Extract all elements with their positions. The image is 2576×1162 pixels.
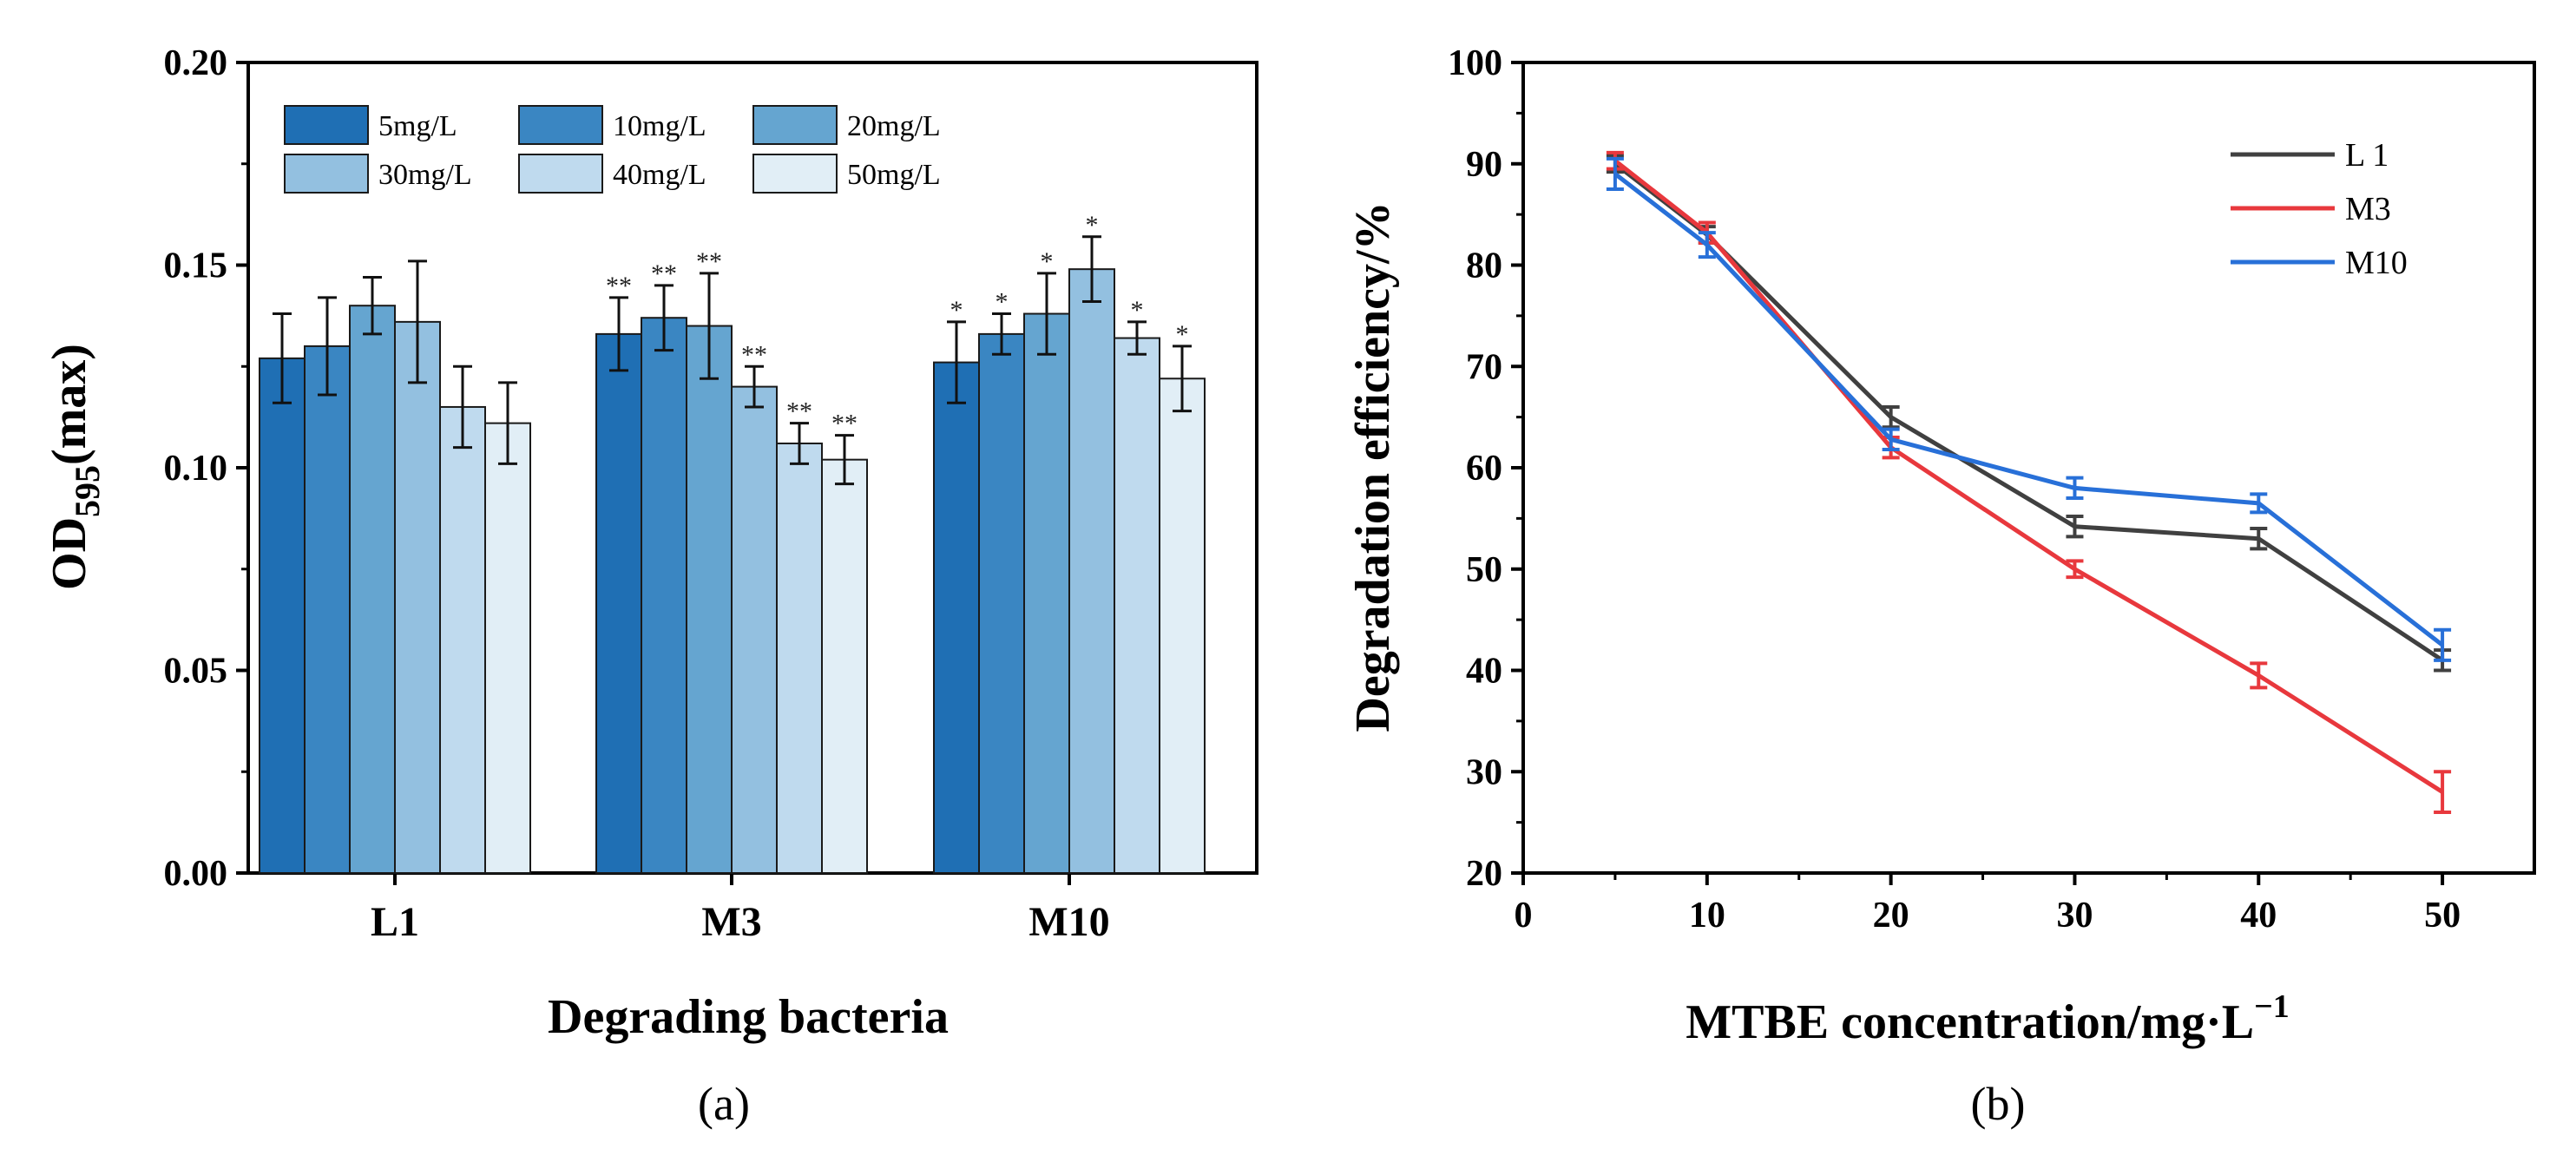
panel-a-x-axis-title: Degrading bacteria [548,990,949,1044]
bar [686,325,733,874]
panel-b-series [1606,150,2452,814]
legend-label: 10mg/L [613,110,706,142]
x-tick-label: M10 [1028,899,1109,945]
bar [776,442,823,874]
panel-b-frame [1521,61,2536,875]
panel-b-y-axis-title: Degradation efficiency/% [1346,201,1400,732]
bar [731,385,778,875]
panel-b-axes: 20 30 40 50 60 70 80 90 100 0 10 20 30 40 50 [1448,43,2536,936]
bar [641,317,687,874]
panel-a-bars: ** ** ****** *** ***** [259,211,1206,875]
legend-swatch [752,154,838,194]
significance-mark: ** [831,410,858,438]
x-tick-label: 0 [1515,896,1533,936]
y-tick-label: 70 [1466,347,1502,387]
legend-label: L 1 [2345,137,2389,174]
bar [484,422,531,874]
bar [304,345,351,874]
legend-swatch [284,105,369,145]
legend-label: 5mg/L [378,110,457,142]
significance-mark: * [1041,247,1054,276]
significance-mark: ** [741,340,767,369]
legend-swatch [518,154,603,194]
bar [1159,377,1206,874]
panel-b-x-axis-title: MTBE concentration/mg·L−1 [1686,988,2290,1049]
y-tick-label: 30 [1466,752,1502,792]
bar [439,405,486,874]
panel-b-legend: L 1 M3 M10 [2231,137,2408,281]
series-line [1613,159,2444,794]
significance-mark: ** [696,247,722,276]
y-tick-label: 0.05 [164,652,228,692]
bar [933,361,980,874]
legend-label: M3 [2345,191,2391,227]
x-tick-label: 10 [1689,896,1725,936]
series-line [1613,172,2444,647]
y-tick-label: 90 [1466,145,1502,185]
bar [821,458,868,874]
significance-mark: * [1131,296,1144,325]
legend-label: M10 [2345,245,2408,281]
legend-swatch [752,105,838,145]
y-tick-label: 20 [1466,854,1502,894]
x-tick-label: 30 [2056,896,2093,936]
legend-label: 40mg/L [613,159,706,191]
bar [1068,268,1115,875]
panel-a-y-axis-title: OD595(max) [43,344,107,590]
y-tick-label: 0.20 [164,43,228,83]
legend-swatch [284,154,369,194]
y-tick-label: 0.15 [164,246,228,286]
bar [1114,337,1160,874]
x-tick-label: L1 [371,899,419,945]
x-tick-label: M3 [701,899,761,945]
bar [978,332,1025,874]
y-tick-label: 100 [1448,43,1502,83]
y-tick-label: 40 [1466,652,1502,692]
bar [349,305,396,874]
panel-b-label: (b) [1971,1078,2026,1130]
significance-mark: ** [651,259,677,288]
x-tick-label: 50 [2424,896,2461,936]
significance-mark: * [950,296,963,325]
significance-mark: ** [606,272,632,300]
bar [595,332,642,874]
panel-a-label: (a) [698,1078,750,1130]
legend-swatch [518,105,603,145]
legend-label: 20mg/L [847,110,941,142]
legend-label: 50mg/L [847,159,941,191]
y-tick-label: 80 [1466,246,1502,286]
y-tick-label: 50 [1466,550,1502,590]
significance-mark: * [996,288,1009,317]
bar [259,357,306,875]
legend-label: 30mg/L [378,159,472,191]
y-tick-label: 60 [1466,449,1502,489]
x-tick-label: 40 [2240,896,2277,936]
significance-mark: * [1176,320,1189,349]
x-tick-label: 20 [1873,896,1909,936]
significance-mark: * [1086,211,1099,240]
y-tick-label: 0.10 [164,449,228,489]
significance-mark: ** [786,397,812,426]
y-tick-label: 0.00 [164,854,228,894]
series-line [1613,161,2444,662]
bar [1023,312,1070,875]
panel-a-legend: 5mg/L 10mg/L 20mg/L 30mg/L 40mg/L 50mg/L [284,105,941,194]
bar [394,320,441,874]
